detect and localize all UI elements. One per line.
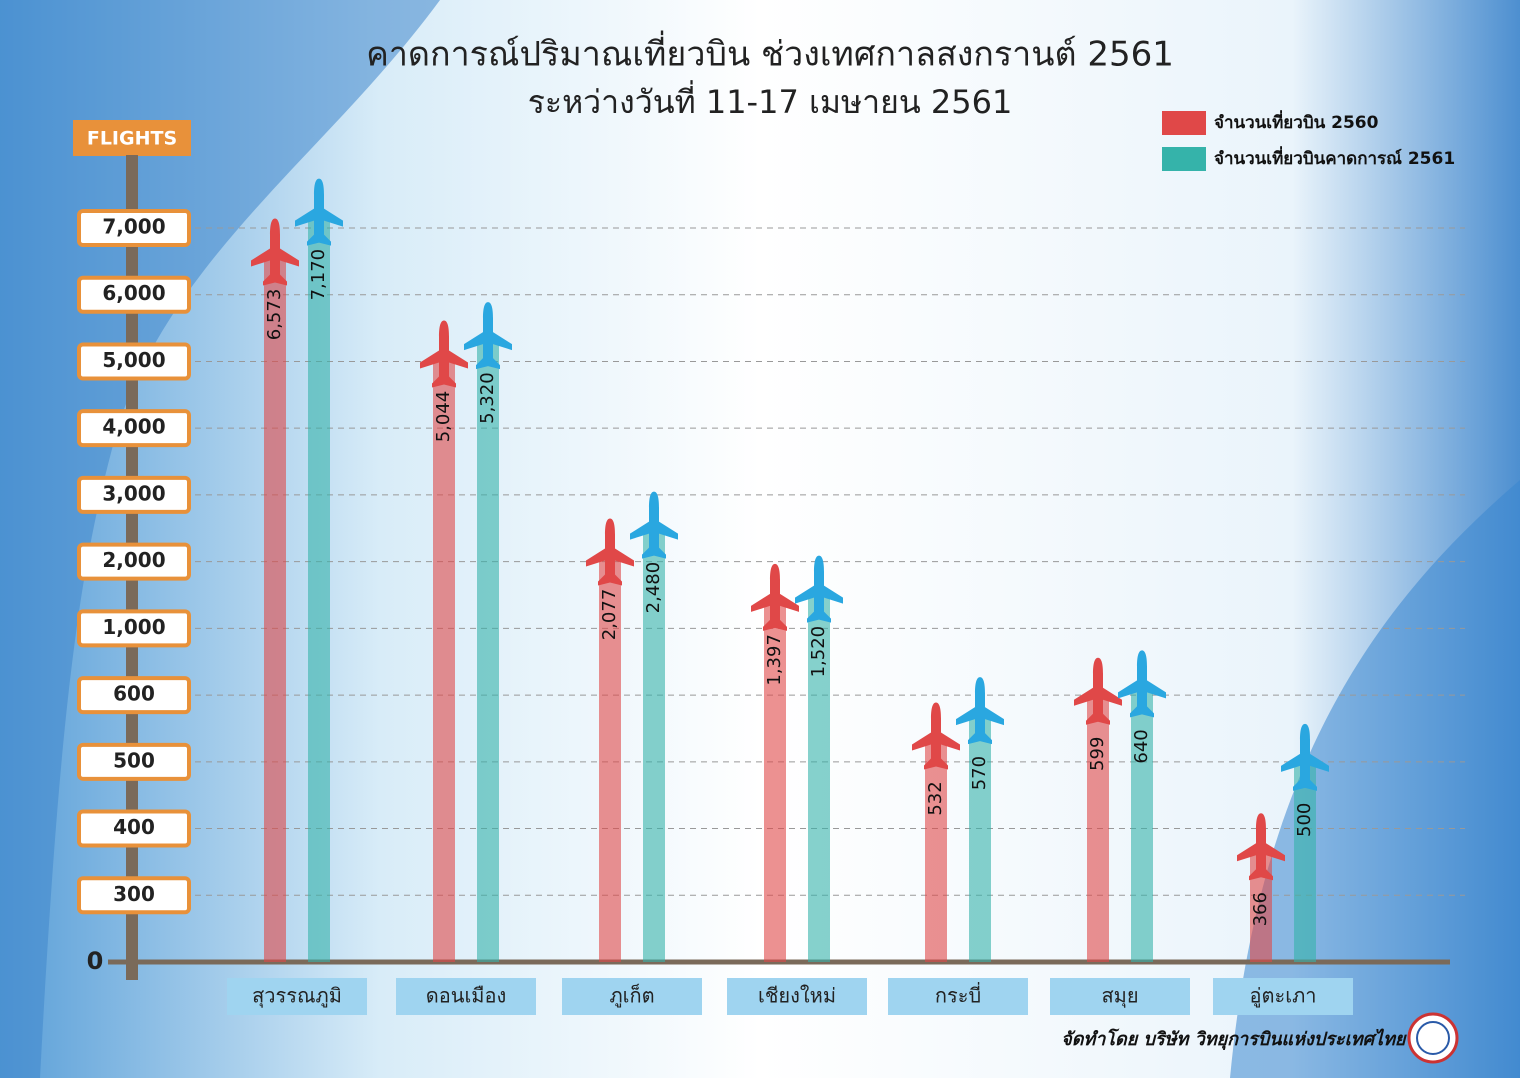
value-label: 5,320 [477, 372, 498, 424]
x-tick-label: กระบี่ [935, 982, 981, 1008]
value-label: 599 [1087, 737, 1108, 771]
bar [808, 593, 830, 962]
y-tick-box [77, 542, 191, 581]
y-tick-box [77, 475, 191, 514]
plane-icon [630, 491, 678, 559]
y-tick-label: 6,000 [102, 281, 165, 305]
y-tick-label: 5,000 [102, 348, 165, 372]
value-label: 570 [969, 756, 990, 790]
chart-subtitle: ระหว่างวันที่ 11-17 เมษายน 2561 [528, 80, 1013, 121]
y-axis-label: FLIGHTS [87, 128, 177, 150]
category-box [1213, 978, 1353, 1015]
x-tick-label: ดอนเมือง [426, 984, 506, 1008]
plane-icon [1281, 723, 1329, 791]
bar [433, 358, 455, 962]
bar [1294, 761, 1316, 962]
y-tick-label: 500 [113, 748, 155, 772]
value-label: 500 [1294, 803, 1315, 837]
bar [643, 529, 665, 962]
y-label-box [73, 120, 191, 156]
category-box [727, 978, 867, 1015]
plane-icon [420, 320, 468, 388]
y-tick-label: 4,000 [102, 415, 165, 439]
wave [0, 0, 440, 1078]
value-label: 640 [1131, 729, 1152, 763]
y-tick-box [77, 209, 191, 247]
category-box [562, 978, 702, 1015]
y-tick-label: 0 [87, 947, 104, 975]
category-box [396, 978, 536, 1015]
value-label: 366 [1250, 892, 1271, 926]
plane-icon [751, 563, 799, 631]
plane-icon [912, 702, 960, 770]
y-tick-label: 7,000 [102, 215, 165, 239]
bar [1250, 851, 1272, 962]
category-box [227, 978, 367, 1015]
bar [264, 256, 286, 962]
value-label: 532 [925, 781, 946, 815]
x-tick-label: สุวรรณภูมิ [252, 984, 342, 1009]
bar [764, 601, 786, 962]
value-label: 5,044 [433, 391, 454, 443]
x-tick-label: อู่ตะเภา [1250, 984, 1317, 1009]
legend-label: จำนวนเที่ยวบิน 2560 [1214, 110, 1379, 133]
y-tick-box [77, 876, 191, 915]
value-label: 6,573 [264, 289, 285, 341]
legend: จำนวนเที่ยวบิน 2560 จำนวนเที่ยวบินคาดการณ… [1162, 110, 1455, 171]
y-tick-box [77, 409, 191, 448]
plane-icon [795, 555, 843, 623]
bar [308, 216, 330, 962]
plane-icon [1074, 657, 1122, 725]
x-tick-label: ภูเก็ต [609, 983, 654, 1009]
y-tick-box [77, 809, 191, 848]
bar [1131, 688, 1153, 962]
bar [599, 556, 621, 962]
y-tick-label: 600 [113, 682, 155, 706]
y-tick-label: 3,000 [102, 481, 165, 505]
plane-icon [1237, 813, 1285, 881]
value-label: 1,397 [764, 634, 785, 686]
value-label: 1,520 [808, 626, 829, 678]
y-tick-box [77, 676, 191, 715]
x-tick-label: สมุย [1101, 984, 1138, 1009]
category-box [888, 978, 1028, 1015]
y-tick-box [77, 742, 191, 781]
plane-icon [295, 178, 343, 246]
plane-icon [464, 302, 512, 370]
bar [969, 715, 991, 962]
y-tick-label: 2,000 [102, 548, 165, 572]
y-tick-label: 300 [113, 882, 155, 906]
legend-swatch [1162, 111, 1206, 135]
plane-icon [251, 218, 299, 286]
value-label: 2,480 [643, 562, 664, 614]
legend-swatch [1162, 147, 1206, 171]
y-tick-label: 400 [113, 815, 155, 839]
bar [477, 340, 499, 962]
value-label: 2,077 [599, 589, 620, 641]
x-tick-label: เชียงใหม่ [758, 984, 836, 1008]
legend-label: จำนวนเที่ยวบินคาดการณ์ 2561 [1214, 146, 1455, 169]
bar [1087, 695, 1109, 962]
y-tick-box [77, 342, 191, 381]
value-label: 7,170 [308, 249, 329, 301]
y-tick-box [77, 609, 191, 648]
footer: จัดทำโดย บริษัท วิทยุการบินแห่งประเทศไทย… [1061, 1028, 1456, 1051]
plane-icon [586, 518, 634, 586]
y-tick-box [77, 275, 191, 314]
category-box [1050, 978, 1190, 1015]
bar [925, 740, 947, 962]
plane-icon [1118, 650, 1166, 718]
logo [1416, 1021, 1450, 1055]
chart-title: คาดการณ์ปริมาณเที่ยวบิน ช่วงเทศกาลสงกราน… [366, 31, 1174, 75]
plane-icon [956, 677, 1004, 745]
y-tick-label: 1,000 [102, 615, 165, 639]
